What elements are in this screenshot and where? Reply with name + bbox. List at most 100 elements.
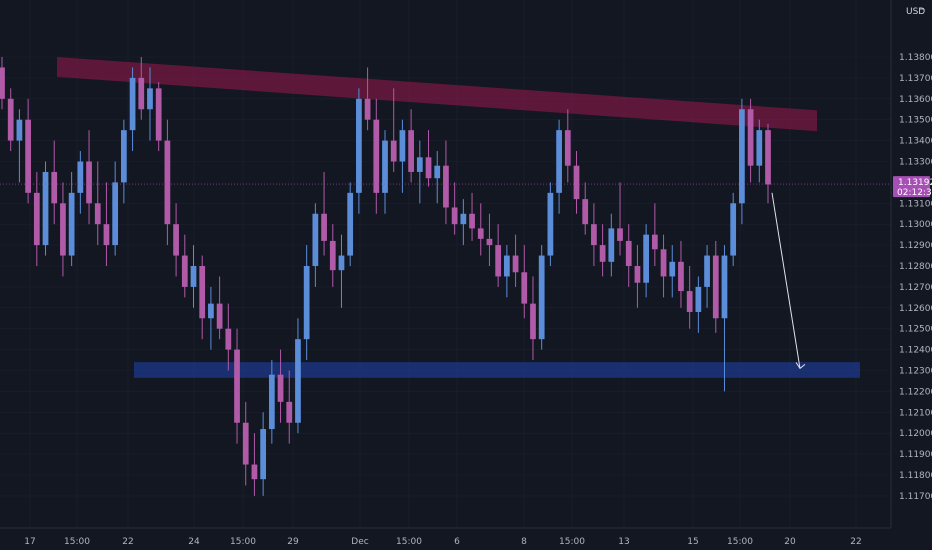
candle[interactable] — [216, 276, 223, 340]
candle[interactable] — [225, 303, 232, 371]
candle[interactable] — [443, 140, 449, 225]
candle[interactable] — [704, 245, 710, 308]
candle[interactable] — [51, 140, 58, 225]
candle[interactable] — [416, 140, 423, 204]
candle[interactable] — [33, 171, 40, 266]
candle[interactable] — [373, 98, 380, 214]
candle[interactable] — [425, 130, 432, 187]
candle[interactable] — [303, 245, 310, 361]
candle[interactable] — [208, 286, 214, 350]
candle[interactable] — [94, 161, 101, 246]
candle[interactable] — [347, 182, 354, 266]
candle[interactable] — [617, 182, 623, 256]
candle[interactable] — [625, 224, 632, 287]
candle[interactable] — [521, 245, 528, 319]
candle[interactable] — [286, 370, 293, 444]
candle[interactable] — [356, 88, 362, 214]
candle[interactable] — [660, 234, 667, 298]
candle[interactable] — [329, 224, 336, 287]
candle[interactable] — [721, 245, 728, 392]
candle[interactable] — [277, 349, 284, 423]
candle[interactable] — [712, 240, 719, 333]
candle[interactable] — [268, 360, 275, 444]
candle-body — [704, 255, 710, 287]
candle[interactable] — [164, 119, 171, 246]
candle-body — [538, 255, 545, 340]
resistance-zone[interactable] — [57, 57, 817, 132]
candle[interactable] — [390, 88, 397, 172]
projection-arrow[interactable] — [771, 192, 806, 370]
price-axis[interactable]: 1.13800 1.13700 1.13600 1.13500 1.13400 1.133… — [899, 53, 932, 502]
candle[interactable] — [321, 171, 327, 256]
candle[interactable] — [765, 123, 771, 204]
candle[interactable] — [460, 199, 467, 246]
candle[interactable] — [234, 328, 240, 444]
candle[interactable] — [730, 192, 737, 266]
candle[interactable] — [242, 401, 249, 486]
candle[interactable] — [129, 67, 136, 152]
candle[interactable] — [295, 318, 301, 434]
candle[interactable] — [251, 433, 258, 496]
candle[interactable] — [120, 119, 127, 204]
candle[interactable] — [434, 151, 441, 204]
candle[interactable] — [503, 245, 510, 298]
candle[interactable] — [25, 98, 31, 204]
candle[interactable] — [756, 119, 763, 183]
candle[interactable] — [190, 245, 197, 308]
candle[interactable] — [686, 266, 693, 329]
candle[interactable] — [556, 119, 562, 214]
candle[interactable] — [0, 57, 5, 110]
candle[interactable] — [260, 412, 267, 496]
candle-body — [686, 291, 693, 312]
candle[interactable] — [477, 203, 484, 256]
candle[interactable] — [86, 130, 92, 225]
candle[interactable] — [651, 203, 658, 266]
candle[interactable] — [669, 245, 676, 298]
candle[interactable] — [181, 234, 188, 298]
candle[interactable] — [538, 245, 545, 350]
candle[interactable] — [338, 234, 345, 308]
candle[interactable] — [138, 57, 145, 120]
candle[interactable] — [16, 109, 23, 183]
candle[interactable] — [678, 240, 684, 308]
candle[interactable] — [103, 182, 110, 266]
candle-body — [634, 266, 641, 283]
candle[interactable] — [582, 182, 589, 235]
candle[interactable] — [695, 276, 702, 333]
candle[interactable] — [564, 109, 571, 183]
candle[interactable] — [42, 161, 49, 256]
candle[interactable] — [739, 98, 745, 225]
candle[interactable] — [512, 234, 519, 287]
candle[interactable] — [451, 182, 458, 235]
candle[interactable] — [408, 109, 414, 183]
candle[interactable] — [312, 203, 319, 287]
candle[interactable] — [599, 224, 606, 277]
support-zone[interactable] — [134, 362, 860, 378]
candle[interactable] — [591, 203, 597, 266]
candle[interactable] — [68, 171, 75, 266]
candle[interactable] — [147, 67, 153, 141]
candle[interactable] — [469, 192, 475, 241]
candle[interactable] — [634, 245, 641, 308]
candle[interactable] — [382, 130, 388, 214]
candle[interactable] — [643, 224, 650, 298]
candle[interactable] — [573, 151, 580, 214]
candle[interactable] — [547, 182, 554, 266]
candle[interactable] — [7, 88, 14, 152]
candle[interactable] — [77, 151, 84, 214]
candle[interactable] — [747, 98, 754, 183]
candle[interactable] — [486, 213, 493, 266]
candle[interactable] — [608, 213, 615, 277]
candle[interactable] — [155, 82, 162, 152]
candle-body — [25, 119, 31, 193]
candle[interactable] — [399, 119, 406, 193]
candle[interactable] — [173, 203, 179, 277]
candle[interactable] — [530, 276, 536, 361]
time-axis[interactable]: 17 15:00 22 24 15:00 29 Dec 15:00 6 8 15:00 13 15 15:… — [24, 537, 861, 547]
candle[interactable] — [60, 182, 66, 277]
candle[interactable] — [364, 67, 371, 131]
candle[interactable] — [199, 255, 206, 340]
candle[interactable] — [112, 161, 119, 256]
candle[interactable] — [495, 224, 502, 287]
